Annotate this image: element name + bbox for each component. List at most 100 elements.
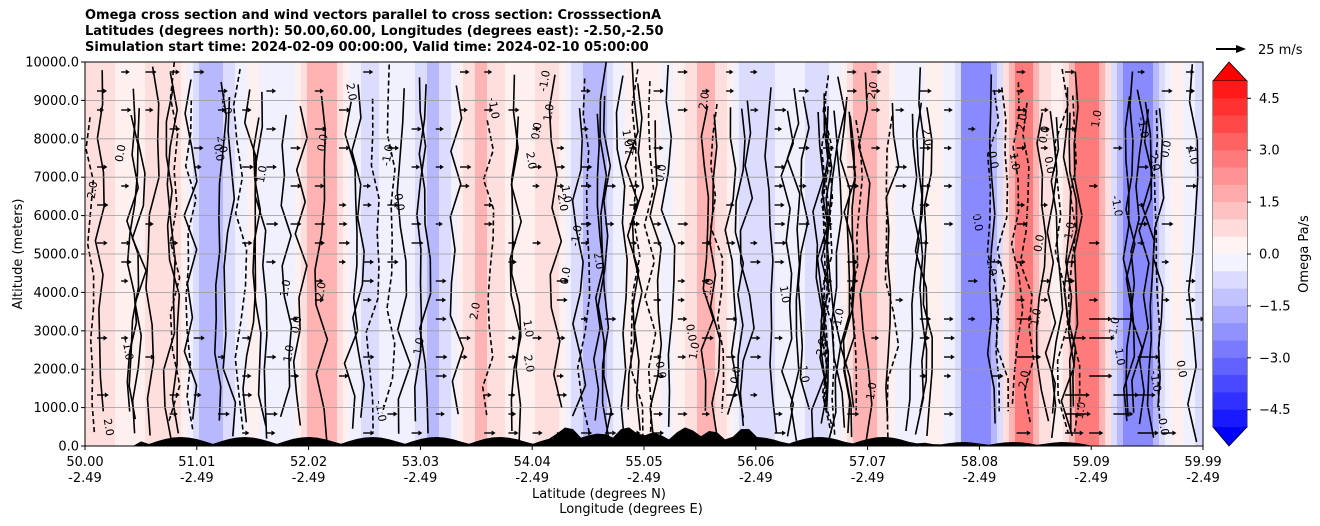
wind-vector-head — [806, 221, 811, 227]
wind-vector-head — [512, 335, 517, 341]
wind-vector-head — [535, 183, 540, 189]
contour-label: 0.0 — [728, 365, 744, 384]
y-tick-label: 6000.0 — [34, 209, 80, 224]
wind-vector-head — [247, 335, 252, 341]
wind-vector-head — [1071, 259, 1076, 265]
wind-vector-head — [346, 107, 351, 113]
wind-vector-head — [342, 259, 347, 265]
wind-vector-head — [124, 335, 129, 341]
wind-vector-head — [830, 145, 835, 151]
wind-vector-head — [681, 278, 686, 284]
wind-vector-head — [173, 411, 178, 417]
omega-contour-line — [242, 89, 257, 423]
omega-contour-line — [252, 117, 267, 426]
wind-vector-head — [1168, 88, 1173, 94]
wind-vector-head — [855, 183, 860, 189]
wind-vector-head — [442, 316, 447, 322]
omega-contour-line — [165, 86, 181, 434]
omega-contour-line — [734, 108, 746, 419]
wind-vector-head — [757, 354, 762, 360]
omega-contour-line — [1063, 112, 1078, 407]
omega-contour-line — [849, 119, 864, 411]
wind-vector-head — [367, 297, 372, 303]
omega-contour-line — [126, 114, 139, 412]
omega-contour-line — [509, 74, 523, 442]
wind-vector-head — [512, 240, 517, 246]
wind-vector-head — [729, 69, 734, 75]
wind-vector-head — [588, 164, 593, 170]
wind-vector-head — [805, 145, 810, 151]
omega-contour-line — [396, 88, 412, 434]
omega-contour-line — [922, 107, 934, 437]
wind-vector-head — [778, 126, 783, 132]
x-tick-label-latitude: 59.99 — [1184, 455, 1221, 470]
wind-vector-head — [950, 335, 955, 341]
omega-contour-line — [810, 111, 826, 444]
x-tick-label-latitude: 55.05 — [625, 455, 662, 470]
wind-vector-head — [781, 430, 786, 436]
wind-vector-head — [222, 107, 227, 113]
omega-contour-line — [85, 117, 96, 435]
omega-contour-line — [314, 95, 329, 444]
wind-vector-head — [296, 145, 301, 151]
omega-contour-line — [857, 72, 873, 442]
wind-vector-head — [876, 145, 881, 151]
wind-vector-head — [683, 316, 688, 322]
wind-vector-head — [150, 354, 155, 360]
wind-vector-head — [1071, 69, 1076, 75]
contour-label: 1.0 — [541, 103, 557, 122]
colorbar-band — [1213, 98, 1247, 116]
contour-label: 2.0 — [343, 82, 359, 101]
wind-vector-head — [152, 69, 157, 75]
wind-vector-head — [395, 145, 400, 151]
y-tick-label: 10000.0 — [25, 56, 79, 71]
omega-contour-line — [1068, 71, 1083, 433]
wind-vector-head — [949, 316, 954, 322]
contour-label: 1.0 — [411, 336, 427, 355]
wind-vector-head — [369, 259, 374, 265]
omega-contour-line — [780, 110, 795, 437]
x-tick-label-latitude: 57.07 — [849, 455, 886, 470]
wind-vector-head — [463, 107, 468, 113]
terrain-silhouette — [85, 427, 1203, 446]
wind-vector-head — [538, 335, 543, 341]
wind-vector-head — [1071, 126, 1076, 132]
wind-vector-head — [463, 354, 468, 360]
omega-contour-line — [599, 62, 610, 442]
wind-vector-head — [319, 88, 324, 94]
wind-vector-head — [659, 145, 664, 151]
wind-vector-head — [175, 69, 180, 75]
wind-vector-head — [902, 183, 907, 189]
x-tick-label-latitude: 52.02 — [290, 455, 327, 470]
omega-contour-line — [279, 114, 293, 418]
wind-vector-head — [537, 240, 542, 246]
wind-vector-head — [561, 164, 566, 170]
wind-vector-head — [949, 411, 954, 417]
wind-vector-head — [515, 107, 520, 113]
contour-label: -1.0 — [1135, 116, 1152, 139]
y-tick-label: 9000.0 — [34, 94, 80, 109]
contour-label: 1.0 — [254, 164, 270, 183]
omega-contour-line — [510, 116, 522, 432]
contour-label: 2.0 — [523, 151, 539, 170]
contour-label: 0.0 — [289, 315, 305, 334]
colorbar-tick-label: 4.5 — [1259, 92, 1280, 107]
colorbar-band — [1213, 115, 1247, 134]
wind-vector-head — [1107, 316, 1112, 322]
contour-label: -1.0 — [372, 399, 389, 422]
colorbar-band — [1213, 409, 1247, 428]
wind-vector-head — [199, 145, 204, 151]
wind-vector-head — [1020, 88, 1025, 94]
wind-vector-head — [491, 430, 496, 436]
wind-vector-head — [439, 164, 444, 170]
omega-contour-line — [820, 111, 830, 410]
wind-vector-head — [417, 126, 422, 132]
x-tick-label-longitude: -2.49 — [68, 471, 102, 486]
wind-vector-head — [922, 373, 927, 379]
contour-label: 1.0 — [558, 184, 574, 203]
wind-vector-head — [1145, 164, 1150, 170]
omega-contour-line — [1010, 82, 1024, 407]
colorbar-band — [1213, 323, 1247, 341]
wind-vector-head — [271, 430, 276, 436]
chart-title-line-2: Latitudes (degrees north): 50.00,60.00, … — [85, 24, 664, 39]
